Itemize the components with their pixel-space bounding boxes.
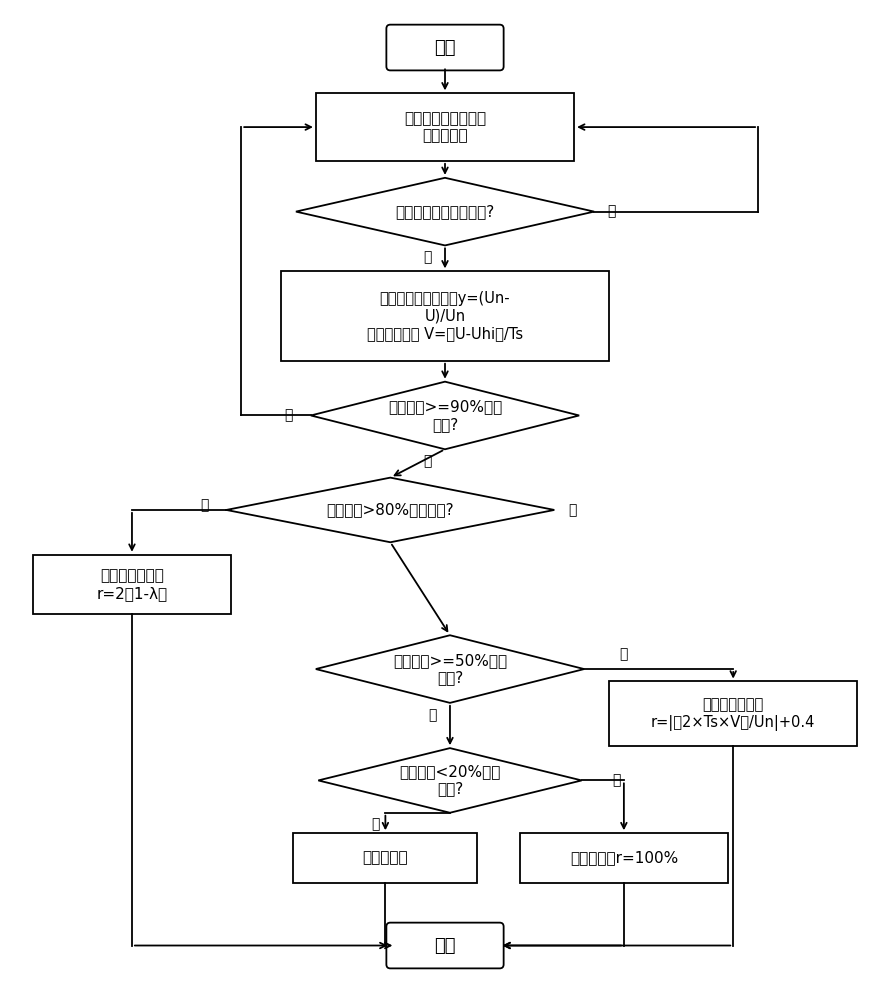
Text: 否: 否 (428, 708, 437, 722)
FancyBboxPatch shape (387, 25, 503, 70)
Polygon shape (296, 178, 594, 245)
Text: 否: 否 (612, 773, 621, 787)
Text: 是: 是 (620, 647, 628, 661)
Bar (609, 681, 857, 746)
Polygon shape (226, 478, 554, 542)
Text: 是: 是 (423, 250, 431, 264)
Bar (33, 555, 232, 614)
Text: 当前电压>=50%额定
电压?: 当前电压>=50%额定 电压? (393, 653, 507, 685)
Text: 是: 是 (284, 408, 293, 422)
Text: 检测并计算电网三相
电压有效值: 检测并计算电网三相 电压有效值 (404, 111, 486, 143)
Text: 计算电网电压跌落率y=(Un-
U)/Un
电压跌落速度 V=（U-Uhi）/Ts: 计算电网电压跌落率y=(Un- U)/Un 电压跌落速度 V=（U-Uhi）/T… (367, 291, 523, 341)
Text: 电网电压是否发生跌落?: 电网电压是否发生跌落? (396, 204, 495, 219)
Text: 开始: 开始 (434, 39, 456, 57)
Text: 结束: 结束 (434, 937, 456, 955)
Text: 当前电压>80%额定电压?: 当前电压>80%额定电压? (326, 502, 454, 517)
FancyBboxPatch shape (387, 923, 503, 968)
Bar (519, 833, 728, 883)
Polygon shape (315, 635, 584, 703)
Text: 当前电压<20%额定
电压?: 当前电压<20%额定 电压? (399, 764, 501, 797)
Text: 当前电压>=90%额定
电压?: 当前电压>=90%额定 电压? (388, 399, 503, 432)
Text: 否: 否 (423, 454, 431, 468)
Bar (315, 93, 574, 161)
Text: 否: 否 (608, 205, 617, 219)
Text: 是: 是 (200, 498, 208, 512)
Text: 是: 是 (372, 818, 380, 832)
Polygon shape (318, 748, 582, 813)
Text: 逆变器离网: 逆变器离网 (363, 850, 408, 865)
Text: 无功补偿率r=100%: 无功补偿率r=100% (569, 850, 678, 865)
Bar (293, 833, 478, 883)
Text: 计算无功补偿率
r=2（1-λ）: 计算无功补偿率 r=2（1-λ） (96, 568, 168, 601)
Text: 否: 否 (568, 503, 576, 517)
Polygon shape (311, 382, 579, 449)
Bar (281, 271, 609, 361)
Text: 计算无功补偿率
r=|（2×Ts×V）/Un|+0.4: 计算无功补偿率 r=|（2×Ts×V）/Un|+0.4 (651, 697, 815, 731)
